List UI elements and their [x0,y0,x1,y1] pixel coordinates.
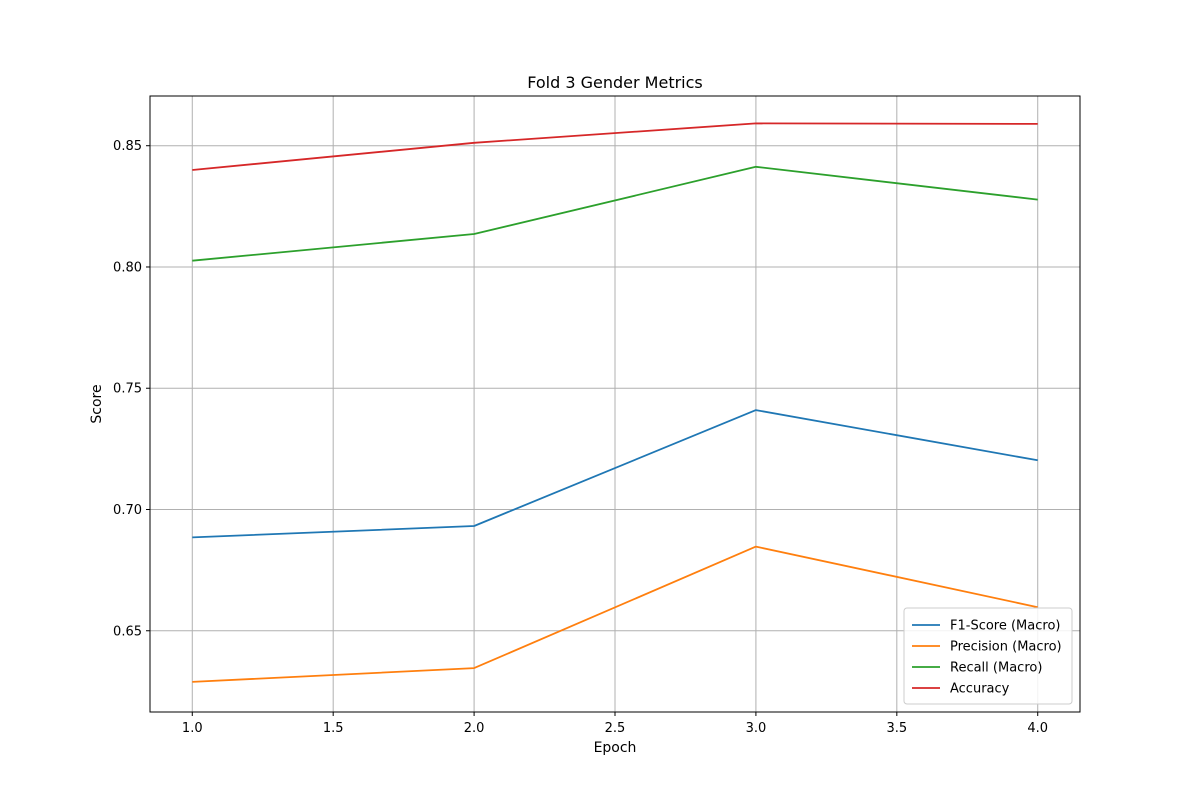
series-lines [192,122,1038,683]
series-line-4 [192,122,1038,171]
x-tick-label: 2.0 [464,721,485,736]
y-tick-label: 0.75 [113,382,142,397]
x-tick-label: 3.5 [886,721,907,736]
grid [150,96,1080,712]
series-line-1 [192,409,1038,539]
series-line-2 [192,545,1038,683]
axis-ticks: 1.0 1.5 2.0 2.5 3.0 3.5 4.0 0.65 0.70 0.75 0.80 0.8… [113,139,1048,736]
x-tick-label: 1.5 [323,721,344,736]
x-tick-label: 1.0 [182,721,203,736]
legend-label: Accuracy [950,682,1010,697]
y-tick-label: 0.85 [113,139,142,154]
legend-box [903,607,1073,705]
y-tick-label: 0.65 [113,624,142,639]
y-axis-label: Score [89,384,105,423]
legend-label: Precision (Macro) [950,640,1062,655]
x-tick-label: 2.5 [605,721,626,736]
legend: F1-Score (Macro) Precision (Macro) Recall … [903,607,1073,705]
x-axis-label: Epoch [594,740,637,756]
y-tick-label: 0.70 [113,503,142,518]
series-line-3 [192,165,1038,262]
legend-label: F1-Score (Macro) [950,619,1060,634]
legend-label: Recall (Macro) [950,661,1042,676]
y-tick-label: 0.80 [113,260,142,275]
x-tick-label: 4.0 [1027,721,1048,736]
x-tick-label: 3.0 [746,721,767,736]
chart-title: Fold 3 Gender Metrics [527,73,703,92]
